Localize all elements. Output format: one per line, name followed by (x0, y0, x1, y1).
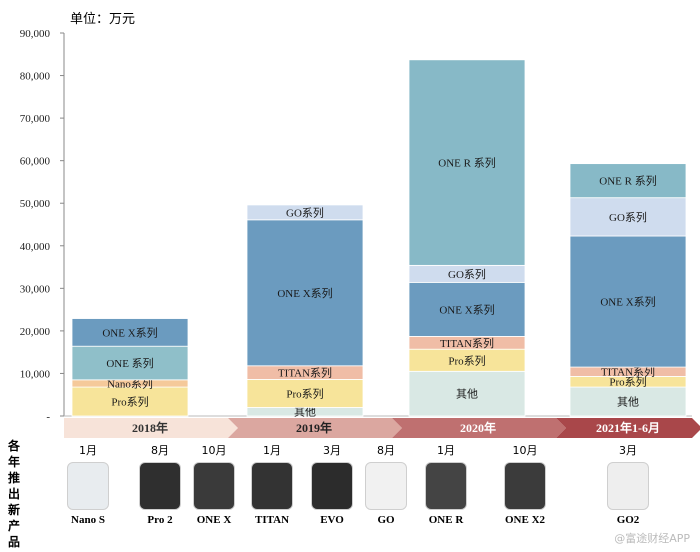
stacked-bar-chart: - 10,000 20,000 30,000 40,000 50,000 60,000 70,… (20, 28, 692, 420)
timeline-year-label: 2019年 (296, 420, 332, 435)
y-tick-label: 60,000 (20, 156, 51, 168)
camera-product-image (504, 462, 546, 510)
segment-label: GO系列 (609, 210, 647, 224)
segment-label: 其他 (294, 406, 316, 419)
bar-segment-onex系列 (71, 318, 189, 347)
bar-segment-oner系列 (569, 163, 687, 199)
camera-product-image (425, 462, 467, 510)
product-item: 3月 GO2 (598, 442, 658, 526)
timeline-year-label: 2020年 (460, 420, 496, 435)
product-item: 8月 GO (356, 442, 416, 526)
bar-segment-onex系列 (569, 235, 687, 368)
segment-label: TITAN系列 (278, 366, 332, 380)
camera-product-image (365, 462, 407, 510)
product-name: GO (377, 514, 395, 526)
bar-segment-one系列 (71, 345, 189, 381)
bar-segment-pro系列 (71, 386, 189, 417)
segment-label: Pro系列 (448, 353, 485, 367)
segment-label: ONE X系列 (102, 325, 157, 339)
camera-product-image (607, 462, 649, 510)
product-name: EVO (320, 514, 344, 526)
product-launch-month: 1月 (437, 444, 455, 457)
timeline-segment (556, 418, 700, 438)
y-tick-label: 70,000 (20, 113, 51, 125)
product-name: Nano S (71, 514, 105, 526)
segment-label: Pro系列 (609, 375, 646, 389)
segment-label: 其他 (617, 396, 639, 409)
product-item: 1月 ONE R (416, 442, 476, 526)
segment-label: GO系列 (286, 205, 324, 219)
timeline-year-label: 2021年1-6月 (596, 420, 660, 435)
product-launch-month: 3月 (323, 444, 341, 457)
year-timeline: 2018年 2019年 2020年 2021年1-6月 (64, 418, 700, 438)
bar-segment-go系列 (246, 204, 364, 221)
camera-product-image (311, 462, 353, 510)
product-launch-month: 8月 (151, 444, 169, 457)
watermark: @富途财经APP (614, 532, 690, 545)
y-tick-label: 50,000 (20, 198, 51, 210)
y-tick-label: 40,000 (20, 241, 51, 253)
timeline-segment (392, 418, 566, 438)
bar-segment-onex系列 (246, 219, 364, 367)
segment-label: ONE X系列 (277, 286, 332, 300)
y-tick-label: 90,000 (20, 28, 51, 40)
segment-label: TITAN系列 (440, 336, 494, 350)
product-name: ONE X (196, 514, 232, 526)
timeline-segment (64, 418, 238, 438)
bar-segment-其他 (569, 386, 687, 417)
bar-segment-pro系列 (246, 379, 364, 408)
segment-label: 其他 (456, 388, 478, 401)
segment-label: Pro系列 (286, 386, 323, 400)
segment-label: ONE X系列 (600, 295, 655, 309)
product-item: 10月 ONE X (184, 442, 244, 526)
product-item: 1月 Nano S (58, 442, 118, 526)
product-name: Pro 2 (147, 514, 173, 526)
timeline-segment (228, 418, 402, 438)
product-launch-month: 3月 (619, 444, 637, 457)
product-item: 1月 TITAN (242, 442, 302, 526)
camera-product-image (193, 462, 235, 510)
y-tick-label: - (46, 411, 50, 420)
camera-product-image (139, 462, 181, 510)
product-item: 3月 EVO (302, 442, 362, 526)
camera-product-image (67, 462, 109, 510)
product-launch-month: 10月 (201, 444, 227, 457)
segment-label: ONE 系列 (106, 356, 153, 370)
bar-segment-oner系列 (408, 59, 526, 266)
camera-product-image (251, 462, 293, 510)
product-name: ONE X2 (504, 514, 546, 526)
y-tick-label: 30,000 (20, 283, 51, 295)
segment-label: ONE X系列 (439, 302, 494, 316)
y-tick-label: 10,000 (20, 368, 51, 380)
product-item: 8月 Pro 2 (130, 442, 190, 526)
segment-label: TITAN系列 (601, 365, 655, 379)
vertical-label: 各年推出新产品 (8, 439, 21, 549)
timeline-year-label: 2018年 (132, 420, 168, 435)
bar-segment-go系列 (569, 197, 687, 237)
segment-label: ONE R 系列 (438, 156, 495, 170)
segment-label: ONE R 系列 (599, 174, 656, 188)
product-name: TITAN (254, 514, 290, 526)
product-launch-month: 10月 (512, 444, 538, 457)
product-item: 10月 ONE X2 (495, 442, 555, 526)
product-name: GO2 (616, 514, 640, 526)
product-name: ONE R (428, 514, 464, 526)
product-launch-month: 1月 (263, 444, 281, 457)
unit-label: 单位：万元 (70, 12, 136, 27)
bar-segment-onex系列 (408, 281, 526, 337)
product-launch-month: 1月 (79, 444, 97, 457)
segment-label: Pro系列 (111, 395, 148, 409)
y-tick-label: 80,000 (20, 71, 51, 83)
segment-label: GO系列 (448, 267, 486, 281)
product-launch-month: 8月 (377, 444, 395, 457)
bar-segment-其他 (408, 370, 526, 417)
y-tick-label: 20,000 (20, 326, 51, 338)
